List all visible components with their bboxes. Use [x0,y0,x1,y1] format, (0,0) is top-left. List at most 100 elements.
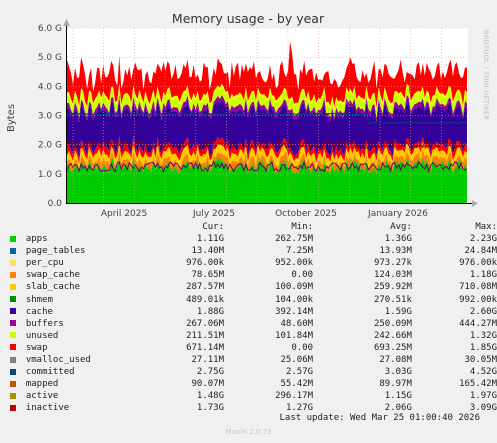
legend-swatch [10,283,16,290]
legend-series-name: shmem [25,294,53,305]
legend-value-cur: 2.75G [196,367,224,378]
legend-value-avg: 124.03M [373,270,412,281]
legend-value-avg: 270.51k [373,294,412,305]
legend-value-cur: 1.11G [196,234,224,245]
legend-value-cur: 976.00k [186,258,224,269]
legend-value-min: 25.06M [280,355,314,366]
legend-value-min: 100.09M [275,282,314,293]
legend-value-avg: 89.97M [379,379,412,390]
legend-series-name: mapped [25,379,59,390]
series-line [66,159,468,174]
series-line [66,112,468,125]
legend-value-avg: 259.92M [373,282,412,293]
legend-value-max: 992.00k [459,294,497,305]
col-cur: Cur: [202,222,224,232]
legend-value-min: 104.00k [275,294,314,305]
legend-value-avg: 1.59G [384,306,412,317]
legend-value-avg: 27.08M [379,355,412,366]
legend-series-name: inactive [25,403,70,414]
legend-swatch [10,320,16,327]
legend-value-cur: 90.07M [191,379,224,390]
y-axis-arrow-icon [63,19,70,26]
legend-value-cur: 489.01k [186,294,224,305]
legend-row-cache: cache 1.88G 392.14M 1.59G 2.60G [10,306,497,318]
legend-value-min: 392.14M [275,306,314,317]
legend-row-active: active 1.48G 296.17M 1.15G 1.97G [10,390,497,402]
legend-series-name: swap_cache [25,270,80,281]
legend-swatch [10,404,16,411]
legend-swatch [10,368,16,375]
legend-swatch [10,271,16,278]
legend-row-mapped: mapped 90.07M 55.42M 89.97M 165.42M [10,378,497,390]
legend-row-unused: unused 211.51M 101.84M 242.66M 1.32G [10,330,497,342]
legend-value-cur: 1.48G [196,391,224,402]
legend-value-cur: 211.51M [186,330,224,341]
col-min: Min: [291,222,314,232]
x-ticks: April 2025 July 2025 October 2025 January 2… [101,209,428,219]
legend-value-min: 1.27G [285,403,314,414]
legend-series-name: committed [25,367,75,378]
legend-swatch [10,247,16,254]
chart: Memory usage - by year Bytes RRDTOOL / T… [6,11,490,219]
legend-table: Cur: Min: Avg: Max: apps 1.11G 262.75M 1.36… [10,221,497,415]
area-layer [67,159,467,203]
area-layer [67,135,467,164]
legend-value-min: 0.00 [291,342,314,353]
legend-value-min: 101.84M [275,330,314,341]
munin-version: Munin 2.0.73 [225,428,272,436]
y-ticks: 0.0 1.0 G 2.0 G 3.0 G 4.0 G 5.0 G 6.0 G [38,24,62,209]
legend-series-name: unused [25,330,59,341]
grid [67,27,468,203]
legend-row-swap_cache: swap_cache 78.65M 0.00 124.03M 1.18G [10,269,497,281]
legend-series-name: swap [25,342,48,353]
legend-value-min: 48.60M [280,318,314,329]
legend-series-name: cache [25,306,53,317]
legend-value-min: 296.17M [275,391,314,402]
legend-series-name: per_cpu [25,258,64,269]
area-layer [67,83,467,110]
series-line [66,139,468,150]
legend-value-cur: 1.73G [196,403,224,414]
area-layer [67,141,467,170]
legend-row-committed: committed 2.75G 2.57G 3.03G 4.52G [10,366,497,378]
y-tick-label: 2.0 G [38,141,62,151]
y-tick-label: 3.0 G [38,112,62,122]
legend-value-max: 2.60G [469,306,497,317]
x-tick-label: July 2025 [192,209,235,219]
legend-value-avg: 3.03G [384,367,412,378]
legend-value-avg: 1.15G [384,391,412,402]
y-tick-label: 0.0 [48,199,63,209]
x-tick-label: January 2026 [367,209,428,219]
legend-swatch [10,308,16,315]
legend-value-max: 1.85G [469,342,497,353]
legend-value-max: 30.05M [464,355,497,366]
col-avg: Avg: [390,222,412,232]
legend-value-cur: 671.14M [186,342,224,353]
legend-value-min: 952.00k [275,258,314,269]
legend-swatch [10,259,16,266]
y-tick-label: 5.0 G [38,53,62,63]
col-max: Max: [475,222,497,232]
legend-value-max: 3.09G [469,403,497,414]
legend-value-avg: 242.66M [373,330,412,341]
legend-row-swap: swap 671.14M 0.00 693.25M 1.85G [10,342,497,354]
legend-header: Cur: Min: Avg: Max: [10,221,497,233]
legend-value-max: 444.27M [459,318,497,329]
legend-value-avg: 693.25M [373,342,412,353]
legend-value-cur: 27.11M [191,355,224,366]
legend-value-cur: 13.40M [191,246,224,257]
legend-row-inactive: inactive 1.73G 1.27G 2.06G 3.09G [10,402,497,414]
y-tick-label: 4.0 G [38,82,62,92]
legend-row-apps: apps 1.11G 262.75M 1.36G 2.23G [10,233,497,245]
y-tick-label: 1.0 G [38,170,62,180]
legend-value-min: 2.57G [285,367,314,378]
last-update: Last update: Wed Mar 25 01:00:40 2026 [279,413,480,423]
x-axis-arrow-icon [472,200,478,207]
legend-value-min: 7.25M [285,246,314,257]
legend-value-avg: 1.36G [384,234,412,245]
legend-swatch [10,344,16,351]
legend-value-cur: 267.06M [186,318,224,329]
legend-row-per_cpu: per_cpu 976.00k 952.00k 973.27k 976.00k [10,257,497,269]
rrdtool-credit: RRDTOOL / TOBI OETIKER [482,30,490,120]
legend-value-cur: 1.88G [196,306,224,317]
